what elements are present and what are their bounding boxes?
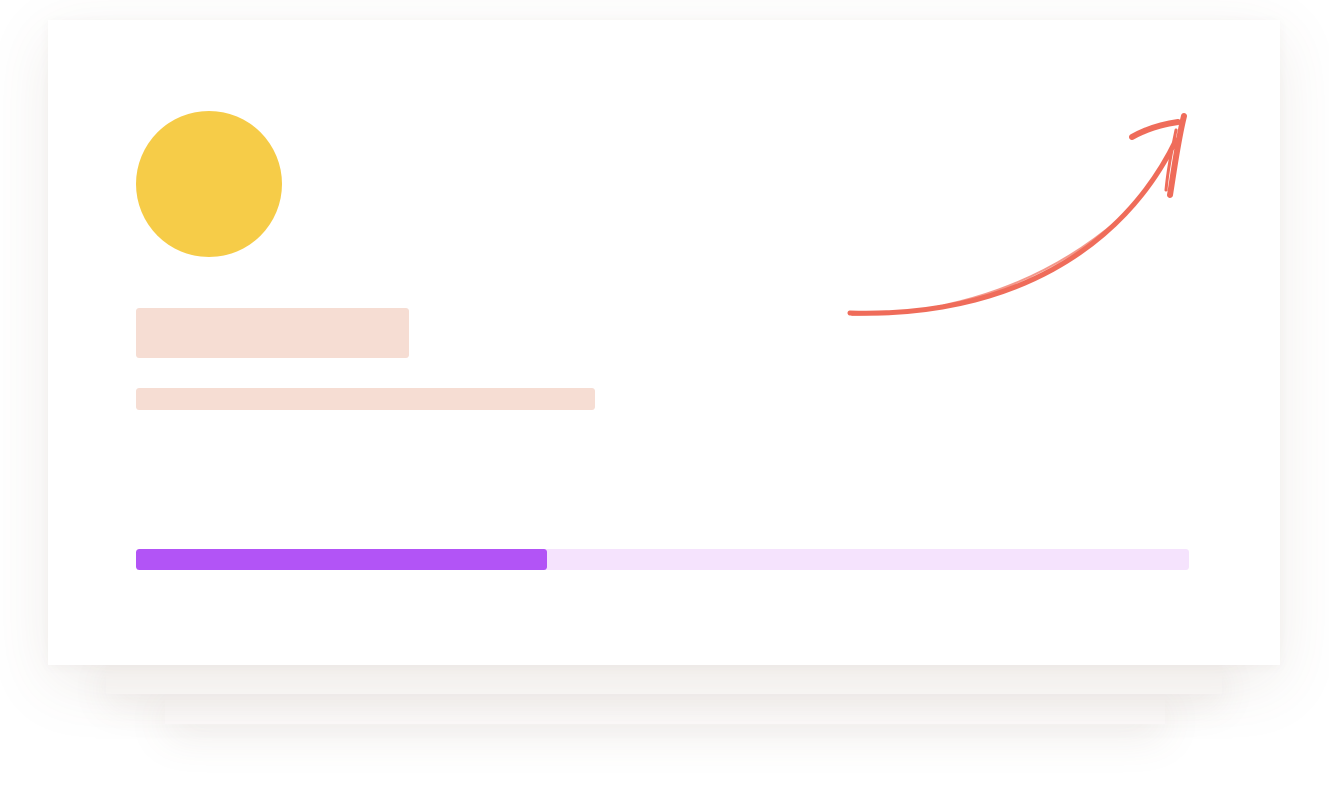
title-placeholder (136, 308, 409, 358)
arrow-head-inner (1164, 128, 1178, 192)
stacked-card-back-2 (165, 690, 1165, 724)
profile-card (48, 20, 1280, 665)
arrow-head-left (1129, 119, 1181, 140)
progress-bar (136, 549, 1189, 570)
stacked-card-back-1 (106, 660, 1222, 694)
progress-bar-fill (136, 549, 547, 570)
arrow-shaft (847, 137, 1179, 316)
avatar (136, 111, 282, 257)
arrow-shaft-tail (851, 219, 1119, 316)
curved-arrow-up-right-icon (847, 113, 1187, 316)
subtitle-placeholder (136, 388, 595, 410)
arrow-head-right (1167, 113, 1187, 198)
